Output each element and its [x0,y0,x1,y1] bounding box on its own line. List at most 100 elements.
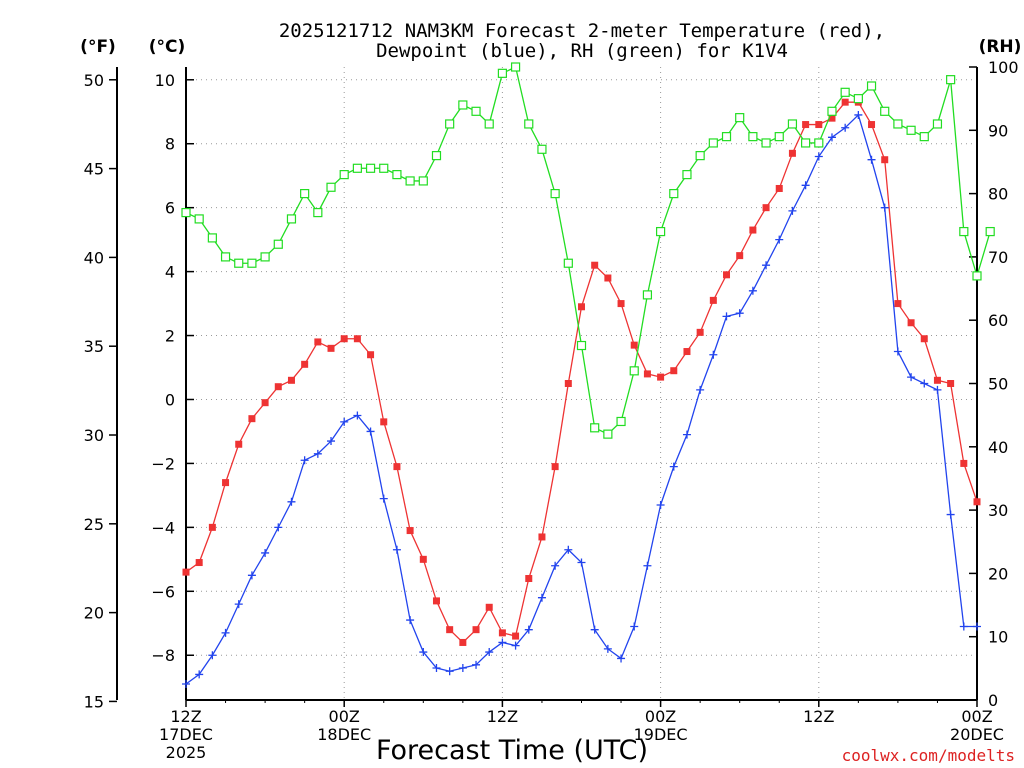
dewpoint-point [208,651,217,660]
dewpoint-point [775,235,784,244]
rh-point [379,163,389,173]
rh-tick-label: 20 [988,564,1008,583]
dewpoint-point [195,670,204,679]
rh-tick-label: 40 [988,438,1008,457]
2-meter-temperature-point [749,226,757,234]
dewpoint-point [682,430,691,439]
celsius-tick-label: 8 [165,135,175,154]
2-meter-temperature-point [261,399,269,407]
2-meter-temperature-point [393,463,401,471]
rh-point [761,138,771,148]
rh-tick-label: 80 [988,185,1008,204]
rh-point [260,252,270,262]
2-meter-temperature-point [578,303,585,311]
fahrenheit-axis-unit: (°F) [80,37,116,57]
time-tick-label: 00Z [329,707,360,726]
dewpoint-point [366,427,375,436]
dewpoint-point [814,152,823,161]
2-meter-temperature-point [894,300,902,308]
dewpoint-point [511,641,520,650]
dewpoint-point [234,600,243,609]
data-series [181,62,995,689]
2-meter-temperature-point [868,121,876,129]
rh-point [880,106,890,116]
dewpoint-point [709,350,718,359]
rh-point [365,163,376,173]
dewpoint-point [920,379,929,388]
rh-point [286,214,297,224]
fahrenheit-tick-label: 40 [84,248,104,267]
fahrenheit-tick-label: 30 [84,426,104,445]
2-meter-temperature-point [406,527,414,535]
rh-point [247,258,257,268]
fahrenheit-tick-label: 35 [84,337,104,356]
dewpoint-point [973,622,981,631]
dewpoint-point [946,510,955,519]
dewpoint-point [893,347,902,356]
2-meter-temperature-point [235,440,243,448]
dewpoint-point [801,181,810,190]
time-tick-label: 12Z [170,707,201,726]
dewpoint-point [287,497,296,506]
rh-point [616,416,626,427]
rh-tick-label: 90 [988,121,1008,140]
celsius-tick-label: 4 [165,263,175,282]
rh-point [418,176,428,186]
rh-point [642,290,653,300]
rh-point [814,138,824,148]
time-tick-label: 00Z [645,707,676,726]
2-meter-temperature-point [881,156,889,164]
dewpoint-point [300,456,309,465]
2-meter-temperature-point [920,335,928,343]
dewpoint-point [735,309,744,318]
dewpoint-point [827,133,836,142]
dewpoint-point [656,500,665,509]
dewpoint-point [722,312,731,321]
rh-point [510,62,521,72]
2-meter-temperature-point [432,597,440,605]
dewpoint-point [590,625,599,634]
rh-point [194,214,204,224]
2-meter-temperature-point [287,376,295,384]
dewpoint-point [564,545,573,554]
rh-point [906,125,916,135]
2-meter-temperature-point [419,555,427,563]
rh-point [840,87,850,97]
2-meter-temperature-point [630,341,638,349]
rh-point [932,119,943,129]
date-tick-label: 20DEC [950,725,1004,744]
2-meter-temperature-point [933,376,941,384]
dewpoint-point [551,561,560,570]
rh-point [669,189,679,199]
credit-link[interactable]: coolwx.com/modelts [842,746,1015,765]
dewpoint-point [472,660,481,669]
dewpoint-point [617,654,626,663]
2-meter-temperature-point [736,252,744,260]
2-meter-temperature-point [775,184,783,192]
rh-point [326,182,336,192]
2-meter-temperature-point [472,626,480,634]
2-meter-temperature-point [643,370,651,378]
2-meter-temperature-point [512,632,520,640]
dewpoint-point [498,638,507,647]
dewpoint-point [261,548,270,557]
rh-point [563,258,573,268]
celsius-tick-label: −4 [151,518,175,537]
rh-point [339,170,349,180]
rh-tick-label: 0 [988,691,998,710]
rh-point [985,226,995,237]
date-tick-label: 18DEC [317,725,371,744]
dewpoint-point [907,373,916,382]
2-meter-temperature-point [446,626,454,634]
dewpoint-point [841,123,850,132]
rh-tick-label: 60 [988,311,1008,330]
2-meter-temperature-point [551,463,559,471]
rh-point [497,68,507,78]
rh-point [735,113,745,123]
dewpoint-point [458,664,467,673]
chart-title-line-2: Dewpoint (blue), RH (green) for K1V4 [376,40,788,62]
dewpoint-point [419,648,428,657]
celsius-tick-label: 10 [155,71,175,90]
2-meter-temperature-point [485,603,493,611]
2-meter-temperature-point [670,367,678,375]
